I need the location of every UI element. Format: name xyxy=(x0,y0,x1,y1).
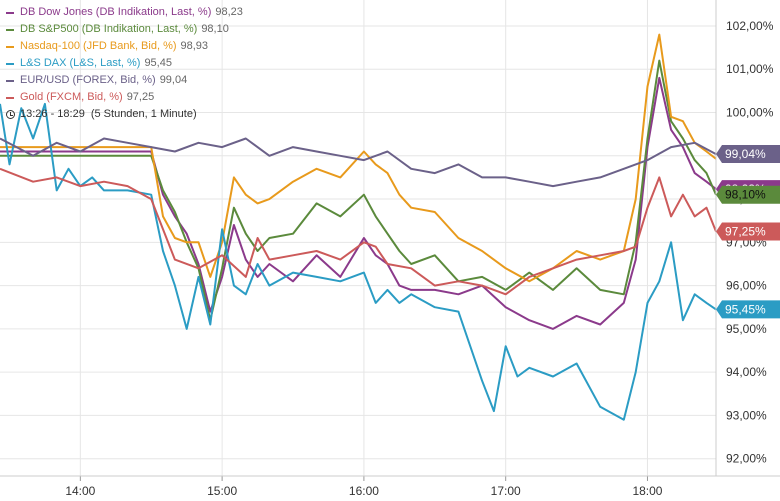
legend-swatch xyxy=(6,45,14,48)
x-tick-label: 15:00 xyxy=(207,484,237,498)
y-tick-label: 102,00% xyxy=(726,19,774,33)
end-label-text: 95,45% xyxy=(725,302,766,316)
legend-swatch xyxy=(6,79,14,82)
time-range: 13:26 - 18:29 xyxy=(20,108,85,120)
end-label-text: 97,25% xyxy=(725,225,766,239)
end-label-flag xyxy=(716,145,780,164)
series-line-2 xyxy=(0,33,717,283)
legend-swatch xyxy=(6,28,14,31)
end-label: 98,10% xyxy=(716,185,780,204)
x-tick-label: 18:00 xyxy=(632,484,662,498)
legend-swatch xyxy=(6,62,14,65)
end-label-flag xyxy=(716,300,780,319)
legend-item-gold[interactable]: Gold (FXCM, Bid, %) 97,25 xyxy=(6,89,243,106)
y-tick-label: 93,00% xyxy=(726,408,767,422)
legend-item-sp500[interactable]: DB S&P500 (DB Indikation, Last, %) 98,10 xyxy=(6,21,243,38)
legend-label: L&S DAX (L&S, Last, %) xyxy=(20,57,141,69)
legend-item-dow-jones[interactable]: DB Dow Jones (DB Indikation, Last, %) 98… xyxy=(6,4,243,21)
y-tick-label: 101,00% xyxy=(726,62,774,76)
x-tick-label: 17:00 xyxy=(491,484,521,498)
end-label-flag xyxy=(716,222,780,241)
legend: DB Dow Jones (DB Indikation, Last, %) 98… xyxy=(6,4,243,123)
legend-value: 98,93 xyxy=(180,40,209,52)
legend-value: 98,23 xyxy=(215,6,243,18)
end-label-text: 99,04% xyxy=(725,147,766,161)
legend-value: 95,45 xyxy=(144,57,172,69)
legend-label: Nasdaq-100 (JFD Bank, Bid, %) xyxy=(20,40,177,52)
legend-item-nasdaq[interactable]: Nasdaq-100 (JFD Bank, Bid, %) 98,93 xyxy=(6,38,243,55)
y-axis: 92,00%93,00%94,00%95,00%96,00%97,00%98,0… xyxy=(715,0,774,476)
end-label: 99,04% xyxy=(716,145,780,164)
end-value-labels: 99,04%98,23%98,10%97,25%95,45% xyxy=(716,145,780,319)
y-tick-label: 95,00% xyxy=(726,322,767,336)
time-duration: (5 Stunden, 1 Minute) xyxy=(90,108,197,120)
y-tick-label: 96,00% xyxy=(726,279,767,293)
legend-label: Gold (FXCM, Bid, %) xyxy=(20,91,123,103)
legend-value: 98,10 xyxy=(201,23,229,35)
legend-label: DB S&P500 (DB Indikation, Last, %) xyxy=(20,23,198,35)
x-tick-label: 14:00 xyxy=(65,484,95,498)
y-tick-label: 92,00% xyxy=(726,452,767,466)
end-label-flag xyxy=(716,185,780,204)
time-range-row: 13:26 - 18:29 (5 Stunden, 1 Minute) xyxy=(6,106,243,123)
legend-swatch xyxy=(6,96,14,99)
end-label: 97,25% xyxy=(716,222,780,241)
series-lines xyxy=(0,33,717,421)
legend-label: DB Dow Jones (DB Indikation, Last, %) xyxy=(20,6,212,18)
y-tick-label: 94,00% xyxy=(726,365,767,379)
legend-value: 99,04 xyxy=(159,74,188,86)
clock-icon xyxy=(6,110,15,119)
legend-swatch xyxy=(6,11,14,14)
series-line-5 xyxy=(0,167,717,296)
end-label: 95,45% xyxy=(716,300,780,319)
legend-value: 97,25 xyxy=(126,91,155,103)
series-line-4 xyxy=(0,137,717,188)
x-axis: 14:00 15:00 16:00 17:00 18:00 xyxy=(0,475,780,498)
series-line-3 xyxy=(0,102,717,421)
legend-label: EUR/USD (FOREX, Bid, %) xyxy=(20,74,156,86)
legend-item-eurusd[interactable]: EUR/USD (FOREX, Bid, %) 99,04 xyxy=(6,72,243,89)
legend-item-dax[interactable]: L&S DAX (L&S, Last, %) 95,45 xyxy=(6,55,243,72)
y-tick-label: 100,00% xyxy=(726,106,774,120)
series-line-1 xyxy=(0,59,717,322)
end-label-text: 98,10% xyxy=(725,188,766,202)
x-tick-label: 16:00 xyxy=(349,484,379,498)
